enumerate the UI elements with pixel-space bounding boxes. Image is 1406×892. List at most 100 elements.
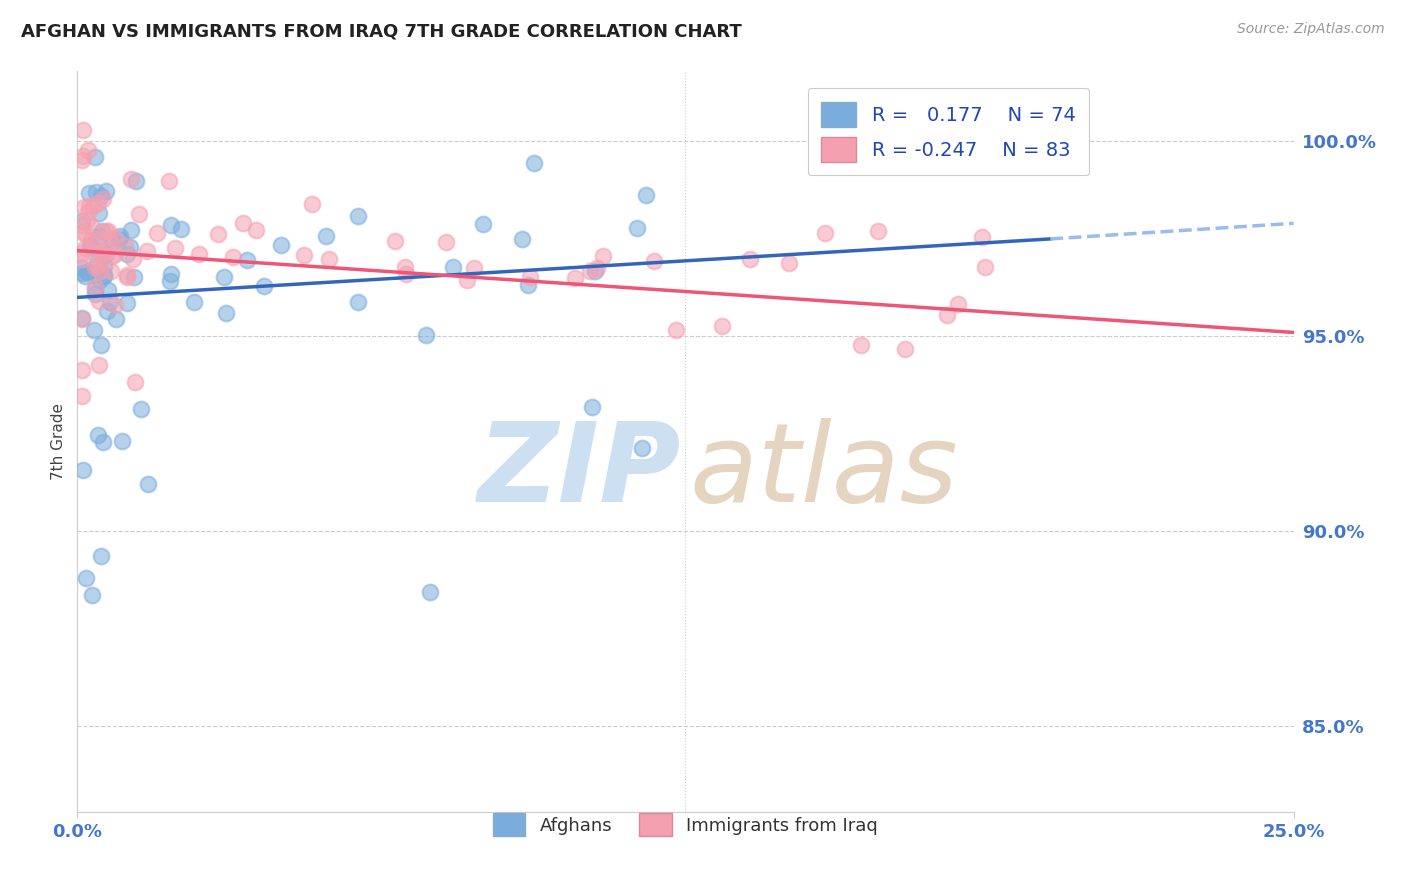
Point	[170, 221, 193, 235]
Point	[146, 226, 169, 240]
Point	[84, 150, 107, 164]
Point	[215, 306, 238, 320]
Point	[84, 282, 107, 296]
Point	[419, 584, 441, 599]
Point	[212, 270, 235, 285]
Point	[83, 323, 105, 337]
Point	[93, 259, 115, 273]
Point	[94, 224, 117, 238]
Point	[394, 260, 416, 274]
Point	[415, 328, 437, 343]
Point	[104, 298, 127, 312]
Point	[163, 241, 186, 255]
Point	[90, 549, 112, 564]
Point	[778, 255, 800, 269]
Point	[160, 218, 183, 232]
Point	[523, 156, 546, 170]
Point	[76, 213, 98, 227]
Point	[82, 220, 104, 235]
Point	[738, 252, 761, 266]
Point	[115, 270, 138, 285]
Point	[120, 223, 142, 237]
Point	[84, 186, 107, 200]
Point	[70, 218, 93, 232]
Point	[347, 209, 370, 223]
Point	[70, 153, 93, 168]
Point	[84, 236, 107, 251]
Point	[129, 401, 152, 416]
Text: Source: ZipAtlas.com: Source: ZipAtlas.com	[1237, 22, 1385, 37]
Point	[187, 246, 209, 260]
Point	[157, 174, 180, 188]
Point	[89, 358, 111, 372]
Point	[91, 435, 114, 450]
Point	[868, 224, 890, 238]
Point	[315, 229, 337, 244]
Point	[634, 188, 657, 202]
Point	[89, 294, 111, 309]
Point	[90, 188, 112, 202]
Point	[91, 192, 114, 206]
Point	[128, 206, 150, 220]
Point	[91, 248, 114, 262]
Point	[101, 249, 124, 263]
Point	[118, 240, 141, 254]
Point	[463, 261, 485, 276]
Text: ZIP: ZIP	[478, 417, 682, 524]
Point	[84, 287, 107, 301]
Point	[125, 174, 148, 188]
Point	[96, 184, 118, 198]
Point	[124, 270, 146, 285]
Point	[235, 253, 257, 268]
Point	[456, 273, 478, 287]
Point	[100, 264, 122, 278]
Point	[117, 268, 139, 282]
Point	[471, 217, 494, 231]
Point	[76, 265, 98, 279]
Point	[87, 206, 110, 220]
Point	[292, 248, 315, 262]
Point	[849, 338, 872, 352]
Point	[79, 238, 101, 252]
Point	[70, 245, 93, 260]
Point	[936, 308, 959, 322]
Point	[83, 279, 105, 293]
Point	[72, 463, 94, 477]
Point	[183, 294, 205, 309]
Point	[108, 232, 131, 246]
Point	[72, 122, 94, 136]
Point	[124, 376, 146, 390]
Point	[115, 247, 138, 261]
Point	[75, 269, 97, 284]
Point	[441, 260, 464, 274]
Point	[70, 311, 93, 326]
Point	[70, 311, 93, 326]
Point	[93, 244, 115, 259]
Point	[93, 268, 115, 283]
Point	[253, 279, 276, 293]
Point	[70, 362, 93, 376]
Point	[517, 277, 540, 292]
Point	[73, 200, 96, 214]
Point	[80, 233, 103, 247]
Point	[592, 249, 614, 263]
Point	[101, 235, 124, 250]
Point	[70, 214, 93, 228]
Point	[318, 252, 340, 266]
Point	[80, 588, 103, 602]
Point	[72, 149, 94, 163]
Y-axis label: 7th Grade: 7th Grade	[51, 403, 66, 480]
Point	[77, 199, 100, 213]
Point	[973, 260, 995, 274]
Point	[301, 196, 323, 211]
Point	[70, 389, 93, 403]
Point	[232, 216, 254, 230]
Point	[630, 441, 652, 455]
Point	[394, 268, 416, 282]
Point	[87, 229, 110, 244]
Point	[82, 199, 104, 213]
Point	[87, 254, 110, 268]
Point	[581, 400, 603, 414]
Point	[711, 319, 734, 334]
Point	[117, 296, 139, 310]
